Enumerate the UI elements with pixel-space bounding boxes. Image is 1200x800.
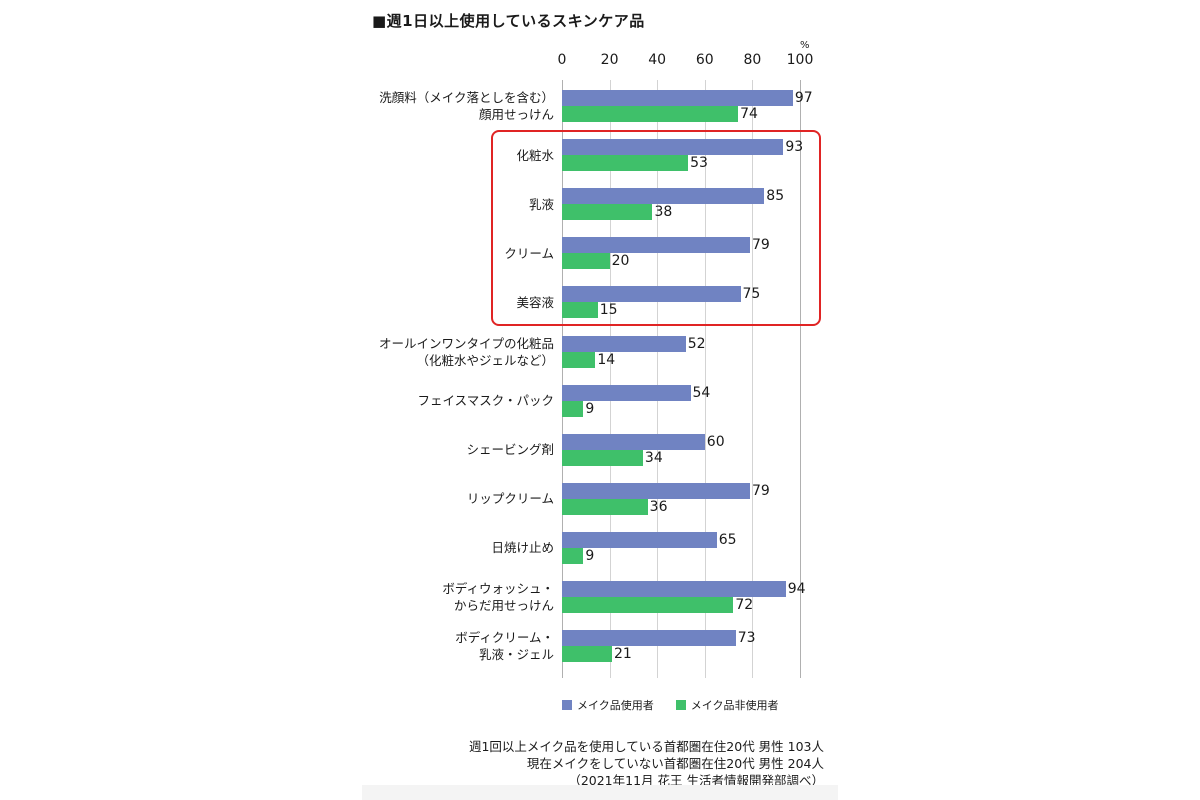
legend-item-non-users: メイク品非使用者 bbox=[675, 697, 779, 713]
data-label: 79 bbox=[752, 237, 770, 254]
data-label: 14 bbox=[597, 351, 616, 368]
data-label: 85 bbox=[766, 188, 785, 205]
bar-makeup-user bbox=[562, 433, 705, 450]
category-label: クリーム bbox=[504, 245, 554, 261]
bar-makeup-user bbox=[562, 482, 751, 499]
bar-non-user bbox=[562, 547, 584, 564]
category-label: フェイスマスク・パック bbox=[417, 393, 554, 409]
x-tick-label: 100 bbox=[786, 52, 814, 68]
data-label: 9 bbox=[585, 400, 595, 417]
data-label: 73 bbox=[737, 630, 756, 647]
data-label: 75 bbox=[742, 286, 761, 303]
data-label: 34 bbox=[644, 449, 663, 466]
category-label: 美容液 bbox=[516, 294, 554, 310]
legend-item-makeup-users: メイク品使用者 bbox=[562, 697, 654, 713]
y-axis-line bbox=[562, 80, 563, 678]
bar-non-user bbox=[562, 646, 612, 663]
data-label: 9 bbox=[585, 547, 595, 564]
x-tick-label: 60 bbox=[695, 52, 714, 68]
category-label: ボディウォッシュ・ からだ用せっけん bbox=[442, 581, 554, 613]
bar-makeup-user bbox=[562, 531, 717, 548]
data-label: 52 bbox=[687, 335, 706, 352]
data-label: 79 bbox=[752, 482, 770, 499]
data-label: 53 bbox=[690, 155, 708, 172]
gridline bbox=[705, 80, 706, 678]
data-label: 38 bbox=[654, 204, 673, 221]
data-label: 60 bbox=[706, 433, 725, 450]
legend-label-non-users: メイク品非使用者 bbox=[690, 699, 779, 712]
gridline bbox=[657, 80, 658, 678]
bar-non-user bbox=[562, 351, 596, 368]
legend-swatch-non-users bbox=[675, 700, 686, 710]
bar-makeup-user bbox=[562, 335, 686, 352]
bar-non-user bbox=[562, 498, 648, 515]
bar-makeup-user bbox=[562, 630, 736, 647]
note-line-2: 現在メイクをしていない首都圏在住20代 男性 204人 bbox=[526, 756, 824, 771]
bar-makeup-user bbox=[562, 90, 793, 106]
data-label: 65 bbox=[718, 531, 737, 548]
legend-label-makeup-users: メイク品使用者 bbox=[577, 699, 654, 712]
data-label: 15 bbox=[599, 302, 618, 319]
bar-non-user bbox=[562, 302, 598, 319]
bar-non-user bbox=[562, 400, 584, 417]
data-label: 97 bbox=[794, 90, 813, 106]
x-tick-label: 80 bbox=[743, 52, 762, 68]
x-tick-label: 0 bbox=[557, 52, 567, 68]
chart-title: ■週1日以上使用しているスキンケア品 bbox=[372, 12, 645, 30]
highlight-box bbox=[491, 130, 821, 326]
bar-non-user bbox=[562, 253, 610, 270]
bar-non-user bbox=[562, 597, 734, 613]
data-label: 54 bbox=[692, 384, 711, 401]
x-tick-label: 40 bbox=[648, 52, 667, 68]
gridline bbox=[752, 80, 753, 678]
category-label: オールインワンタイプの化粧品 （化粧水やジェルなど） bbox=[378, 335, 554, 368]
bar-makeup-user bbox=[562, 581, 786, 597]
data-label: 72 bbox=[735, 597, 754, 613]
legend-swatch-makeup-users bbox=[562, 700, 572, 710]
note-line-3: （2021年11月 花王 生活者情報開発部調べ） bbox=[568, 773, 824, 788]
bar-makeup-user bbox=[562, 188, 765, 205]
category-label: ボディクリーム・ 乳液・ジェル bbox=[455, 630, 554, 663]
category-label: 日焼け止め bbox=[491, 540, 554, 556]
bar-non-user bbox=[562, 204, 653, 221]
bar-non-user bbox=[562, 155, 689, 172]
data-label: 93 bbox=[785, 139, 804, 156]
bar-makeup-user bbox=[562, 139, 784, 156]
bar-makeup-user bbox=[562, 286, 741, 303]
note-line-1: 週1回以上メイク品を使用している首都圏在住20代 男性 103人 bbox=[468, 739, 824, 754]
data-label: 74 bbox=[740, 106, 758, 122]
data-label: 94 bbox=[787, 581, 806, 597]
category-label: 乳液 bbox=[528, 196, 554, 212]
data-label: 21 bbox=[613, 646, 632, 663]
category-label: リップクリーム bbox=[466, 491, 554, 507]
bar-makeup-user bbox=[562, 384, 691, 401]
data-label: 20 bbox=[611, 253, 630, 270]
survey-notes: 週1回以上メイク品を使用している首都圏在住20代 男性 103人 現在メイクをし… bbox=[469, 738, 824, 789]
x-tick-label: 20 bbox=[600, 52, 619, 68]
bar-makeup-user bbox=[562, 237, 751, 254]
legend: メイク品使用者 メイク品非使用者 bbox=[562, 697, 779, 713]
bar-non-user bbox=[562, 449, 643, 466]
gridline bbox=[610, 80, 611, 678]
plot-frame-right bbox=[800, 80, 801, 678]
data-label: 36 bbox=[649, 498, 668, 515]
bar-non-user bbox=[562, 106, 739, 122]
category-label: 洗顔料（メイク落としを含む） 顔用せっけん bbox=[379, 90, 554, 122]
category-label: シェービング剤 bbox=[466, 442, 554, 458]
footer-fade bbox=[362, 785, 838, 800]
unit-label: % bbox=[800, 40, 810, 51]
category-label: 化粧水 bbox=[516, 147, 554, 163]
